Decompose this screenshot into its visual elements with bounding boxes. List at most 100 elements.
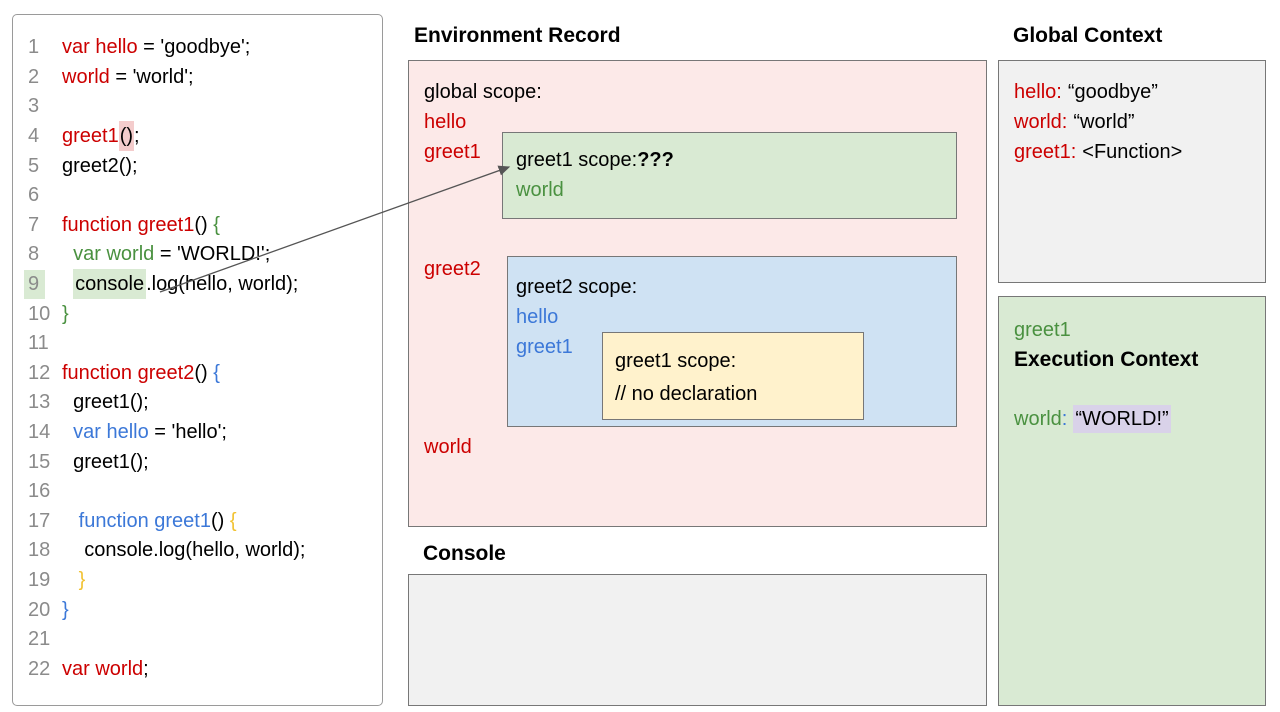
code-line-12: 12 function greet2() { bbox=[13, 359, 382, 389]
code-text: var hello = 'goodbye'; bbox=[62, 36, 382, 59]
code-text: greet1(); bbox=[62, 451, 382, 474]
code-token bbox=[62, 510, 79, 532]
code-token: function greet1 bbox=[78, 509, 211, 532]
code-text: } bbox=[62, 569, 382, 592]
line-number: 21 bbox=[28, 628, 51, 651]
code-token: greet1(); bbox=[62, 450, 149, 473]
line-number: 13 bbox=[28, 391, 51, 414]
code-token bbox=[62, 243, 73, 265]
console-output-box bbox=[408, 574, 987, 706]
greet1-scope-var-world: world bbox=[516, 179, 564, 201]
global-scope-label: global scope: bbox=[424, 81, 542, 103]
code-line-22: 22 var world; bbox=[13, 654, 382, 684]
code-text: world = 'world'; bbox=[62, 66, 382, 89]
code-text: function greet1() { bbox=[62, 214, 382, 237]
code-line-10: 10} bbox=[13, 299, 382, 329]
line-number: 18 bbox=[28, 539, 51, 562]
code-token: { bbox=[213, 213, 220, 236]
code-token: console bbox=[73, 269, 147, 300]
code-line-13: 13 greet1(); bbox=[13, 388, 382, 418]
code-token: var hello bbox=[62, 36, 138, 59]
line-number: 14 bbox=[28, 421, 51, 444]
greet2-scope-var-greet1: greet1 bbox=[516, 336, 573, 358]
spacer bbox=[1014, 375, 1265, 404]
code-token: () bbox=[211, 509, 230, 532]
code-token: () bbox=[194, 361, 214, 384]
line-number: 20 bbox=[28, 598, 51, 621]
code-token bbox=[62, 421, 73, 443]
global-var-world: world bbox=[424, 436, 472, 458]
global-context-rows: hello: “goodbye” world: “world” greet1: <Func… bbox=[1014, 77, 1265, 167]
greet2-scope-var-hello: hello bbox=[516, 306, 559, 328]
code-text: console.log(hello, world); bbox=[62, 269, 382, 300]
code-token: = 'WORLD!'; bbox=[154, 243, 271, 266]
code-line-1: 1 var hello = 'goodbye'; bbox=[13, 33, 382, 63]
code-token: function greet1 bbox=[62, 213, 195, 236]
global-context-row: world: “world” bbox=[1014, 107, 1265, 137]
code-token: ; bbox=[143, 657, 149, 680]
code-token: = 'hello'; bbox=[148, 421, 227, 444]
variable-value: “goodbye” bbox=[1067, 81, 1158, 103]
global-context-row: greet1: <Function> bbox=[1014, 137, 1265, 167]
code-line-8: 8 var world = 'WORLD!'; bbox=[13, 240, 382, 270]
code-token: var world bbox=[73, 243, 155, 266]
code-token: var world bbox=[62, 657, 144, 680]
execution-context-heading: Execution Context bbox=[1014, 348, 1199, 371]
code-token: = 'world'; bbox=[109, 65, 194, 88]
line-number: 4 bbox=[28, 125, 40, 148]
line-number: 9 bbox=[24, 270, 62, 300]
code-token bbox=[62, 569, 79, 591]
code-text: function greet2() { bbox=[62, 362, 382, 385]
inner-greet1-scope-label: greet1 scope: bbox=[615, 350, 737, 372]
code-line-19: 19 } bbox=[13, 566, 382, 596]
global-var-greet1: greet1 bbox=[424, 141, 481, 163]
line-number: 16 bbox=[28, 480, 51, 503]
line-number: 15 bbox=[28, 450, 51, 473]
console-title: Console bbox=[423, 542, 506, 565]
environment-record-title: Environment Record bbox=[414, 24, 621, 47]
line-number: 1 bbox=[28, 36, 40, 59]
variable-name: greet1: bbox=[1014, 141, 1077, 163]
code-token: .log(hello, world); bbox=[146, 273, 299, 296]
line-number: 5 bbox=[28, 154, 40, 177]
greet1-execution-context-box: greet1 Execution Context world: “WORLD!” bbox=[998, 296, 1266, 706]
inner-greet1-scope-box: greet1 scope: // no declaration bbox=[602, 332, 864, 420]
exec-var-name: world bbox=[1014, 408, 1062, 430]
code-line-6: 6 bbox=[13, 181, 382, 211]
code-token: = 'goodbye'; bbox=[137, 36, 251, 59]
code-text: var world; bbox=[62, 658, 382, 681]
code-token: { bbox=[213, 361, 220, 384]
code-token: () bbox=[118, 121, 135, 152]
execution-context-function-name: greet1 bbox=[1014, 319, 1071, 341]
variable-value: “world” bbox=[1073, 111, 1135, 133]
code-token: } bbox=[62, 598, 69, 621]
line-number: 3 bbox=[28, 95, 40, 118]
code-token: { bbox=[229, 509, 237, 532]
global-var-hello: hello bbox=[424, 111, 467, 133]
code-token: ; bbox=[134, 125, 140, 148]
code-lines: 1 var hello = 'goodbye'; 2 world = 'world';… bbox=[13, 33, 382, 684]
code-line-4: 4 greet1(); bbox=[13, 121, 382, 152]
code-line-2: 2 world = 'world'; bbox=[13, 63, 382, 93]
global-context-row: hello: “goodbye” bbox=[1014, 77, 1265, 107]
code-text: } bbox=[62, 599, 382, 622]
code-text: greet1(); bbox=[62, 121, 382, 152]
line-number: 12 bbox=[28, 361, 51, 384]
code-text: console.log(hello, world); bbox=[62, 539, 382, 562]
line-number: 2 bbox=[28, 65, 40, 88]
code-line-20: 20} bbox=[13, 595, 382, 625]
code-token: } bbox=[62, 302, 69, 325]
code-token: greet1(); bbox=[62, 391, 149, 414]
line-number: 22 bbox=[28, 657, 51, 680]
code-line-14: 14 var hello = 'hello'; bbox=[13, 418, 382, 448]
global-var-greet2: greet2 bbox=[424, 258, 481, 280]
code-token bbox=[62, 273, 73, 295]
code-text: } bbox=[62, 303, 382, 326]
code-token: greet1 bbox=[62, 125, 119, 148]
code-text: var hello = 'hello'; bbox=[62, 421, 382, 444]
line-number: 10 bbox=[28, 302, 51, 325]
code-text: var world = 'WORLD!'; bbox=[62, 243, 382, 266]
code-line-18: 18 console.log(hello, world); bbox=[13, 536, 382, 566]
line-number: 11 bbox=[28, 332, 49, 355]
code-text: greet1(); bbox=[62, 391, 382, 414]
